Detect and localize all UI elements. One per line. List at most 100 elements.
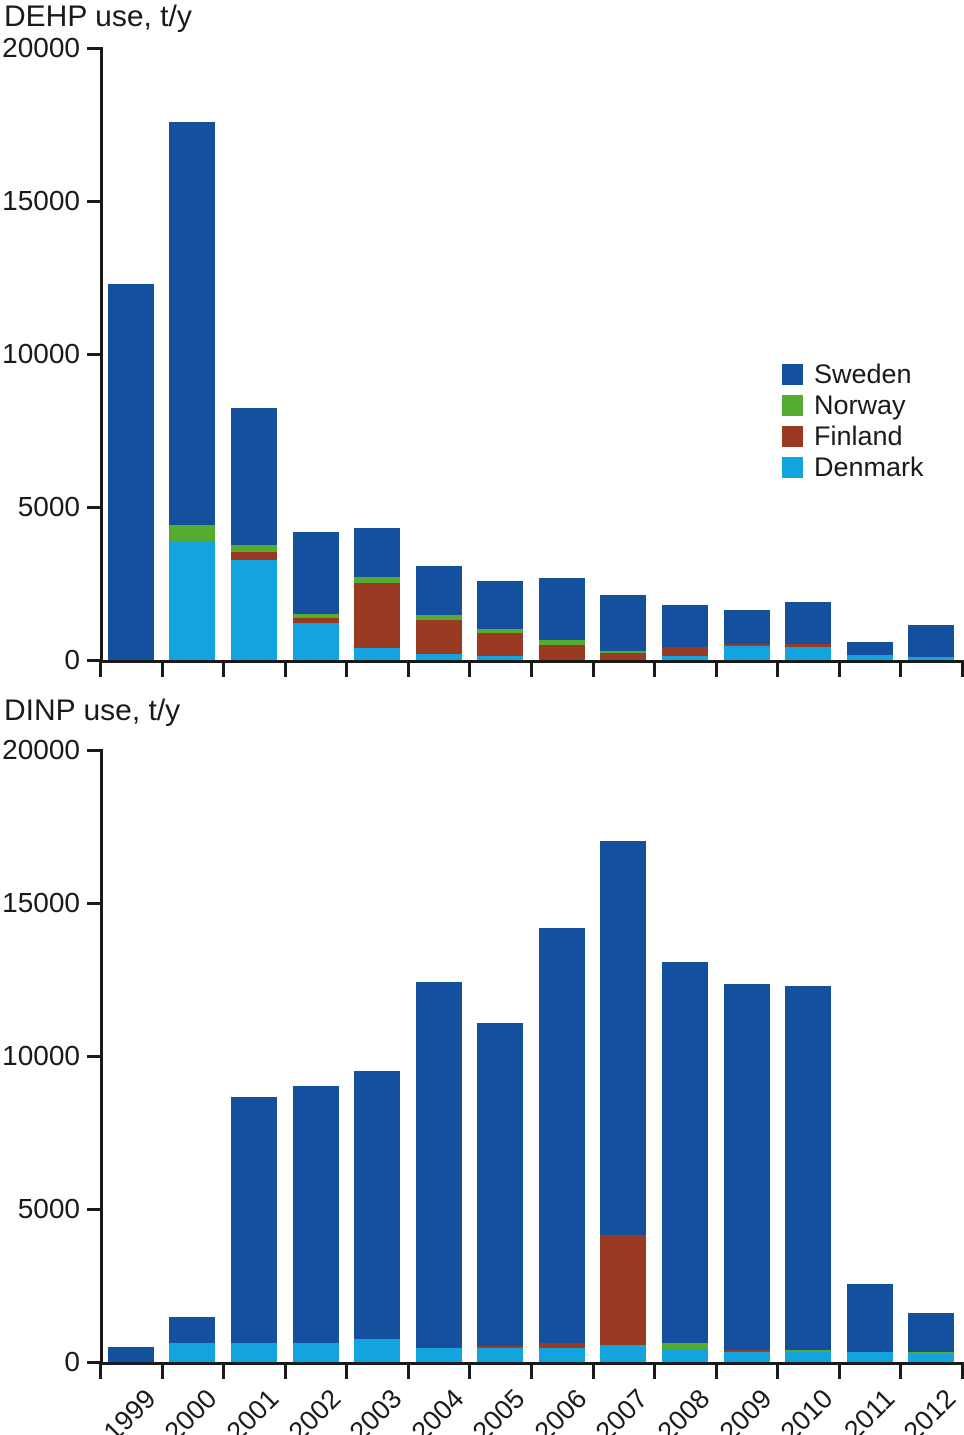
legend-swatch-sweden-icon <box>782 363 803 385</box>
bar-segment-denmark <box>415 1347 462 1362</box>
bar-segment-finland <box>292 618 339 623</box>
bar-segment-sweden <box>846 1283 893 1352</box>
bar-segment-sweden <box>354 528 401 578</box>
y-tick-label: 0 <box>64 644 80 675</box>
y-tick-label: 10000 <box>2 338 80 369</box>
bar-segment-sweden <box>477 1022 524 1347</box>
legend-label: Norway <box>814 390 906 420</box>
legend-label: Denmark <box>814 452 924 482</box>
x-tick <box>653 663 657 677</box>
legend-item: Sweden <box>782 359 924 389</box>
bar-segment-norway <box>661 1343 708 1350</box>
bar-segment-norway <box>908 1351 955 1355</box>
bar-segment-sweden <box>723 609 770 644</box>
x-axis <box>99 1362 964 1365</box>
y-tick-label: 20000 <box>2 32 80 63</box>
legend-swatch-denmark-icon <box>782 456 803 478</box>
y-tick <box>87 506 101 509</box>
legend: Sweden Norway Finland Denmark <box>782 359 924 487</box>
bar-segment-sweden <box>169 122 216 525</box>
y-tick-label: 15000 <box>2 185 80 216</box>
bar-segment-finland <box>538 645 585 660</box>
y-tick-label: 20000 <box>2 734 80 765</box>
y-tick-label: 15000 <box>2 887 80 918</box>
y-tick <box>87 1055 101 1058</box>
legend-item: Norway <box>782 390 924 420</box>
y-tick <box>87 353 101 356</box>
x-tick <box>222 1365 226 1379</box>
y-tick-label: 5000 <box>17 1193 80 1224</box>
bar-segment-sweden <box>846 641 893 656</box>
bar-segment-finland <box>723 1349 770 1352</box>
legend-item: Finland <box>782 423 924 450</box>
bar-segment-sweden <box>354 1070 401 1340</box>
bar-segment-finland <box>415 619 462 654</box>
bar-segment-sweden <box>230 1097 277 1344</box>
y-tick <box>87 200 101 203</box>
x-tick <box>283 1365 287 1379</box>
bar-segment-denmark <box>230 559 277 660</box>
bar-segment-denmark <box>600 1345 647 1362</box>
y-tick-label: 10000 <box>2 1040 80 1071</box>
x-tick <box>160 663 164 677</box>
bar-segment-sweden <box>169 1317 216 1344</box>
bar-segment-sweden <box>538 928 585 1343</box>
y-axis <box>100 749 103 1365</box>
bar-segment-sweden <box>107 283 154 660</box>
x-tick-label: 1999 <box>97 1383 162 1435</box>
x-tick <box>468 1365 472 1379</box>
legend-label: Sweden <box>814 359 912 389</box>
y-tick <box>87 1208 101 1211</box>
bar-segment-norway <box>169 524 216 541</box>
x-tick <box>345 1365 349 1379</box>
x-tick <box>591 1365 595 1379</box>
x-tick <box>99 663 102 677</box>
legend-swatch-norway-icon <box>782 394 803 416</box>
x-tick <box>222 663 226 677</box>
bar-segment-sweden <box>107 1347 154 1362</box>
bar-segment-norway <box>538 640 585 645</box>
chart-title: DINP use, t/y <box>4 694 181 727</box>
y-tick <box>87 47 101 50</box>
bar-segment-denmark <box>169 540 216 660</box>
bar-segment-finland <box>477 633 524 656</box>
bar-segment-sweden <box>661 962 708 1344</box>
bar-segment-denmark <box>354 648 401 660</box>
bar-segment-denmark <box>354 1339 401 1362</box>
bar-segment-sweden <box>661 605 708 648</box>
x-tick <box>837 1365 841 1379</box>
bar-segment-sweden <box>292 532 339 615</box>
bar-segment-finland <box>477 1346 524 1348</box>
bar-segment-finland <box>230 551 277 560</box>
x-tick <box>714 663 718 677</box>
bar-segment-sweden <box>415 981 462 1348</box>
bar-segment-finland <box>723 643 770 646</box>
x-tick <box>530 1365 533 1379</box>
bar-segment-sweden <box>477 581 524 630</box>
bar-segment-denmark <box>169 1343 216 1362</box>
bar-segment-sweden <box>723 984 770 1350</box>
bar-segment-denmark <box>230 1343 277 1362</box>
x-tick <box>653 1365 657 1379</box>
bar-segment-denmark <box>661 656 708 660</box>
x-tick <box>961 1365 964 1379</box>
x-tick <box>406 1365 410 1379</box>
bar-segment-sweden <box>230 407 277 545</box>
bar-segment-finland <box>661 647 708 656</box>
y-tick-label: 0 <box>64 1346 80 1377</box>
bar-segment-norway <box>600 650 647 653</box>
x-tick <box>283 663 287 677</box>
x-tick <box>899 663 903 677</box>
x-tick <box>468 663 472 677</box>
x-tick <box>406 663 410 677</box>
bar-segment-finland <box>354 583 401 649</box>
x-tick <box>99 1365 102 1379</box>
bar-segment-finland <box>538 1343 585 1348</box>
y-tick <box>87 659 101 662</box>
bar-segment-norway <box>230 544 277 552</box>
bar-segment-denmark <box>661 1349 708 1362</box>
bar-segment-sweden <box>785 601 832 644</box>
bar-segment-denmark <box>785 646 832 660</box>
bar-segment-denmark <box>846 655 893 660</box>
